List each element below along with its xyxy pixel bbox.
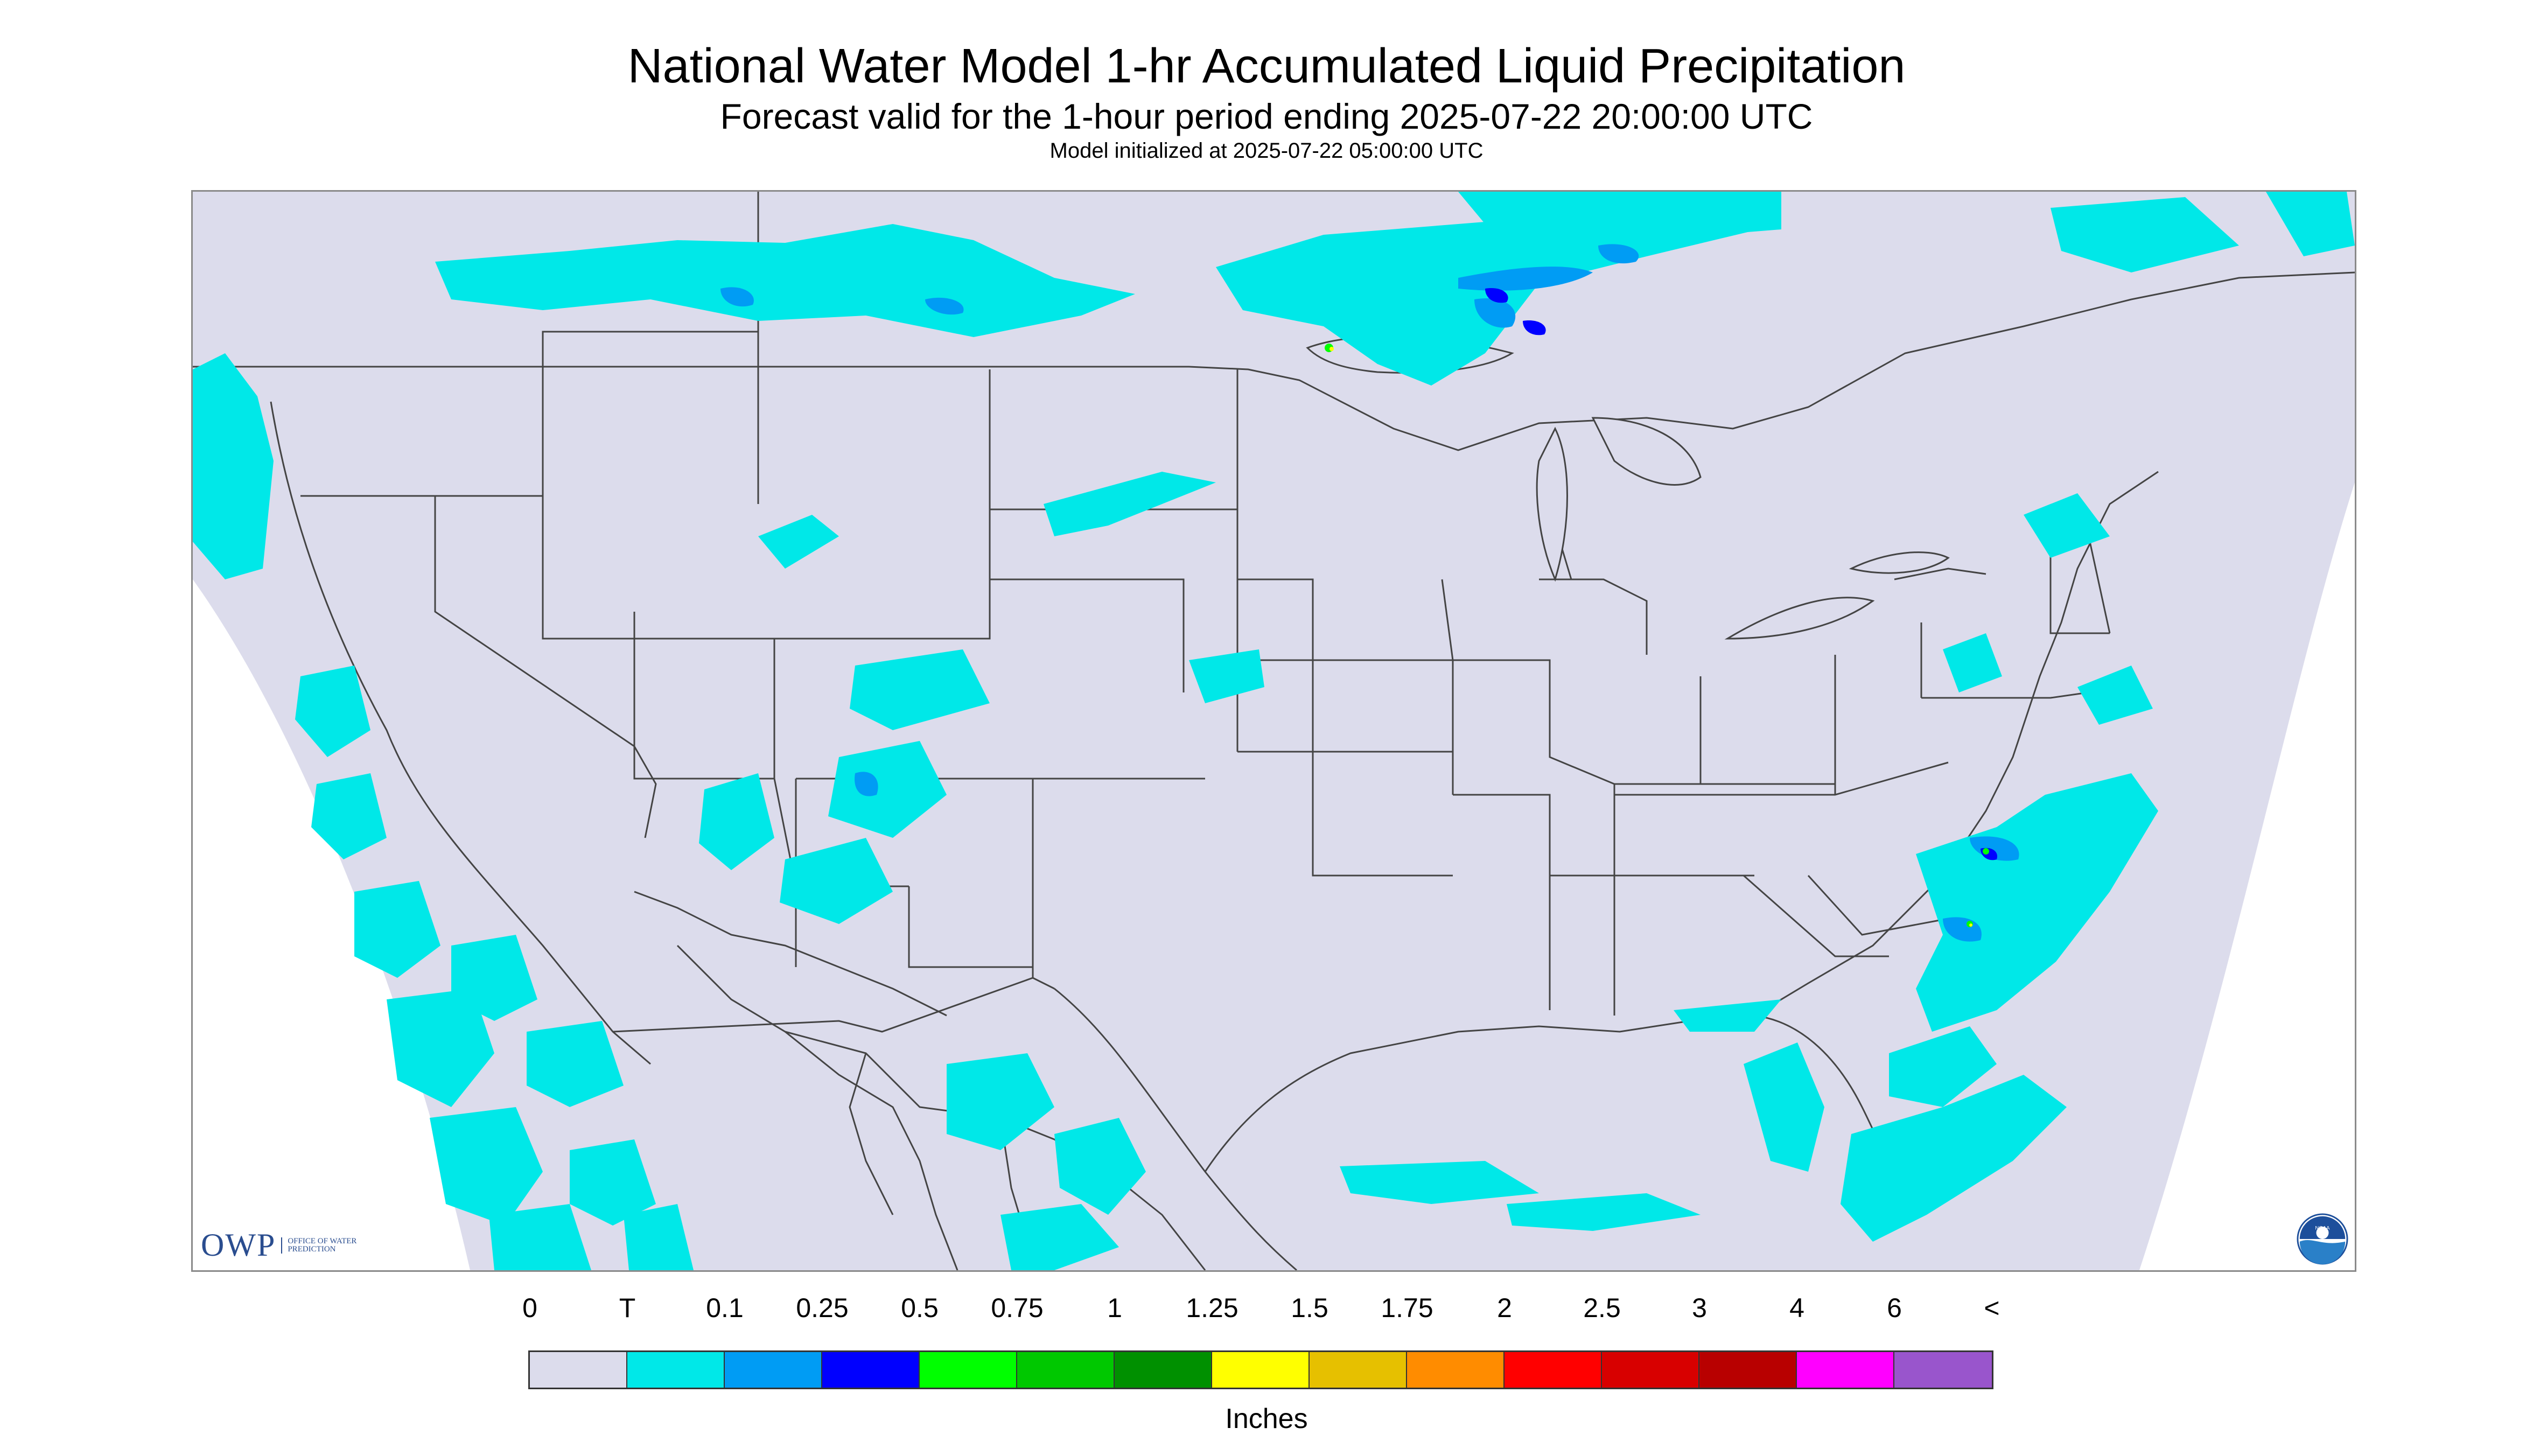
map-title: National Water Model 1-hr Accumulated Li… (627, 39, 1906, 93)
precip-areas-heavy (1325, 344, 1989, 927)
legend-tick-label: 1.75 (1381, 1293, 1433, 1323)
legend-swatch (1212, 1352, 1310, 1388)
legend-color-bar (528, 1350, 1993, 1389)
legend-swatch (627, 1352, 725, 1388)
legend-tick-label: 1 (1107, 1293, 1122, 1323)
legend-swatch (1115, 1352, 1212, 1388)
noaa-logo-text: NOAA (2315, 1226, 2330, 1231)
precip-legend: 0 T 0.1 0.25 0.5 0.75 1 1.25 1.5 1.75 2 2.5 3 4 6 < Inc… (0, 1292, 2533, 1454)
legend-swatch (920, 1352, 1017, 1388)
legend-tick-label: 3 (1692, 1293, 1707, 1323)
legend-swatch (725, 1352, 822, 1388)
model-init-line: Model initialized at 2025-07-22 05:00:00… (1049, 139, 1484, 163)
legend-tick-label: 2 (1497, 1293, 1512, 1323)
legend-swatch (530, 1352, 627, 1388)
legend-tick-label: 1.5 (1291, 1293, 1328, 1323)
legend-tick-label: T (619, 1293, 636, 1323)
owp-logo-text: Office of Water Prediction (281, 1237, 363, 1254)
noaa-logo-icon: NOAA (2297, 1213, 2348, 1265)
legend-tick-label: 0.25 (796, 1293, 849, 1323)
precipitation-map: OWP Office of Water Prediction NOAA (191, 190, 2356, 1272)
legend-tick-label: 0.75 (991, 1293, 1044, 1323)
legend-swatch (1017, 1352, 1115, 1388)
legend-tick-label: 0 (522, 1293, 537, 1323)
legend-swatch (1699, 1352, 1797, 1388)
legend-labels: 0 T 0.1 0.25 0.5 0.75 1 1.25 1.5 1.75 2 2.5 3 4 6 < (522, 1292, 2019, 1335)
precip-areas-light (720, 244, 2019, 942)
legend-swatch (822, 1352, 920, 1388)
precip-areas-very-heavy (1330, 347, 1972, 927)
legend-swatch (1505, 1352, 1602, 1388)
forecast-valid-subtitle: Forecast valid for the 1-hour period end… (720, 96, 1813, 136)
legend-tick-label: 0.5 (901, 1293, 939, 1323)
map-canvas (193, 192, 2355, 1270)
legend-swatch (1310, 1352, 1407, 1388)
legend-swatch (1407, 1352, 1505, 1388)
legend-swatch (1797, 1352, 1894, 1388)
legend-tick-label: 0.1 (706, 1293, 744, 1323)
legend-tick-label: < (1984, 1293, 2000, 1323)
legend-tick-label: 1.25 (1186, 1293, 1238, 1323)
legend-tick-label: 2.5 (1583, 1293, 1621, 1323)
legend-swatch (1602, 1352, 1699, 1388)
legend-units: Inches (1225, 1403, 1308, 1434)
legend-tick-label: 6 (1887, 1293, 1902, 1323)
owp-logo-mark: OWP (201, 1227, 276, 1263)
owp-logo: OWP Office of Water Prediction (201, 1227, 363, 1264)
legend-tick-label: 4 (1789, 1293, 1804, 1323)
legend-swatch (1894, 1352, 1992, 1388)
